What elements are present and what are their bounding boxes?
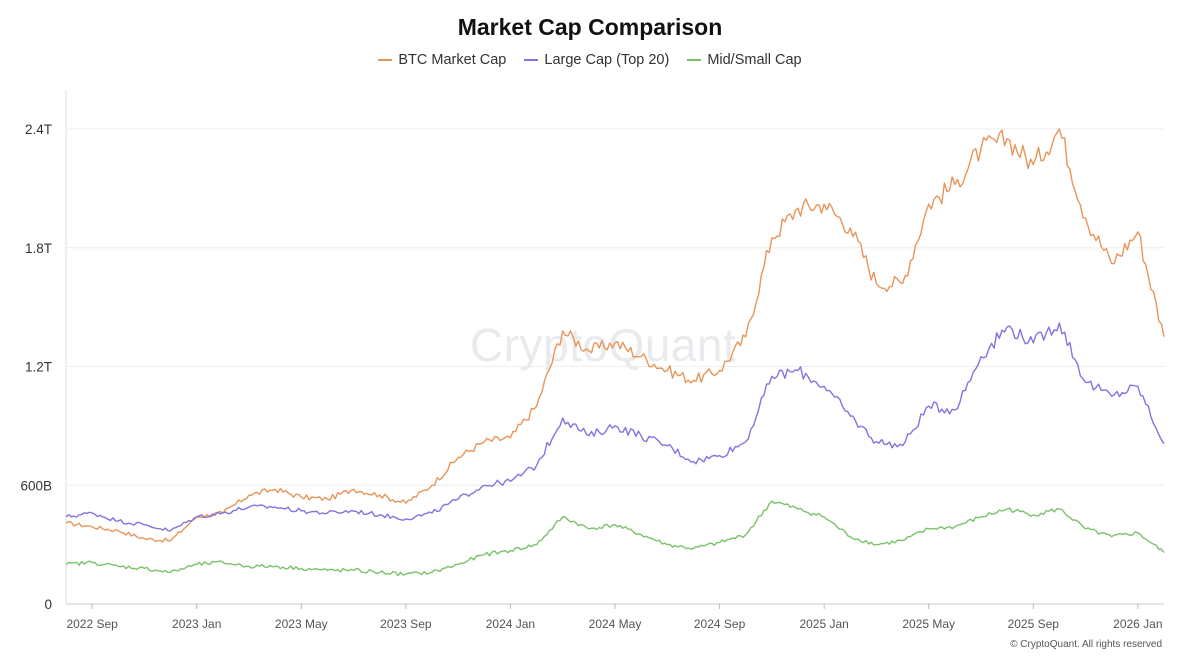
legend-swatch-mid-small-cap (687, 59, 702, 61)
chart-legend: BTC Market Cap Large Cap (Top 20) Mid/Sm… (0, 52, 1180, 68)
x-tick-label: 2025 Sep (1008, 617, 1060, 631)
legend-item-mid-small-cap[interactable]: Mid/Small Cap (687, 52, 802, 68)
copyright-notice: © CryptoQuant. All rights reserved (1010, 639, 1162, 650)
x-tick-label: 2023 May (275, 617, 328, 631)
x-tick-label: 2026 Jan (1113, 617, 1162, 631)
x-tick-label: 2024 Jan (486, 617, 535, 631)
series-line-large-cap (65, 322, 1165, 532)
x-tick-label: 2025 Jan (799, 617, 848, 631)
x-tick-label: 2024 Sep (694, 617, 746, 631)
series-line-btc (65, 128, 1165, 543)
x-tick-label: 2023 Jan (172, 617, 221, 631)
x-tick-label: 2023 Sep (380, 617, 432, 631)
x-tick-label: 2024 May (589, 617, 642, 631)
chart-title: Market Cap Comparison (457, 14, 723, 40)
legend-label-btc: BTC Market Cap (398, 52, 507, 68)
y-tick-label: 1.8T (25, 241, 52, 256)
legend-item-btc[interactable]: BTC Market Cap (378, 52, 506, 68)
legend-swatch-btc (378, 59, 393, 61)
legend-label-mid-small-cap: Mid/Small Cap (707, 52, 802, 68)
y-tick-label: 2.4T (25, 122, 52, 137)
x-tick-label: 2022 Sep (66, 617, 118, 631)
x-tick-label: 2025 May (902, 617, 955, 631)
series-line-mid-small-cap (65, 500, 1165, 577)
y-tick-label: 0 (44, 597, 52, 612)
legend-swatch-large-cap (524, 59, 539, 61)
y-tick-label: 600B (20, 478, 52, 493)
legend-item-large-cap[interactable]: Large Cap (Top 20) (524, 52, 669, 68)
legend-label-large-cap: Large Cap (Top 20) (544, 52, 670, 68)
y-tick-label: 1.2T (25, 360, 52, 375)
